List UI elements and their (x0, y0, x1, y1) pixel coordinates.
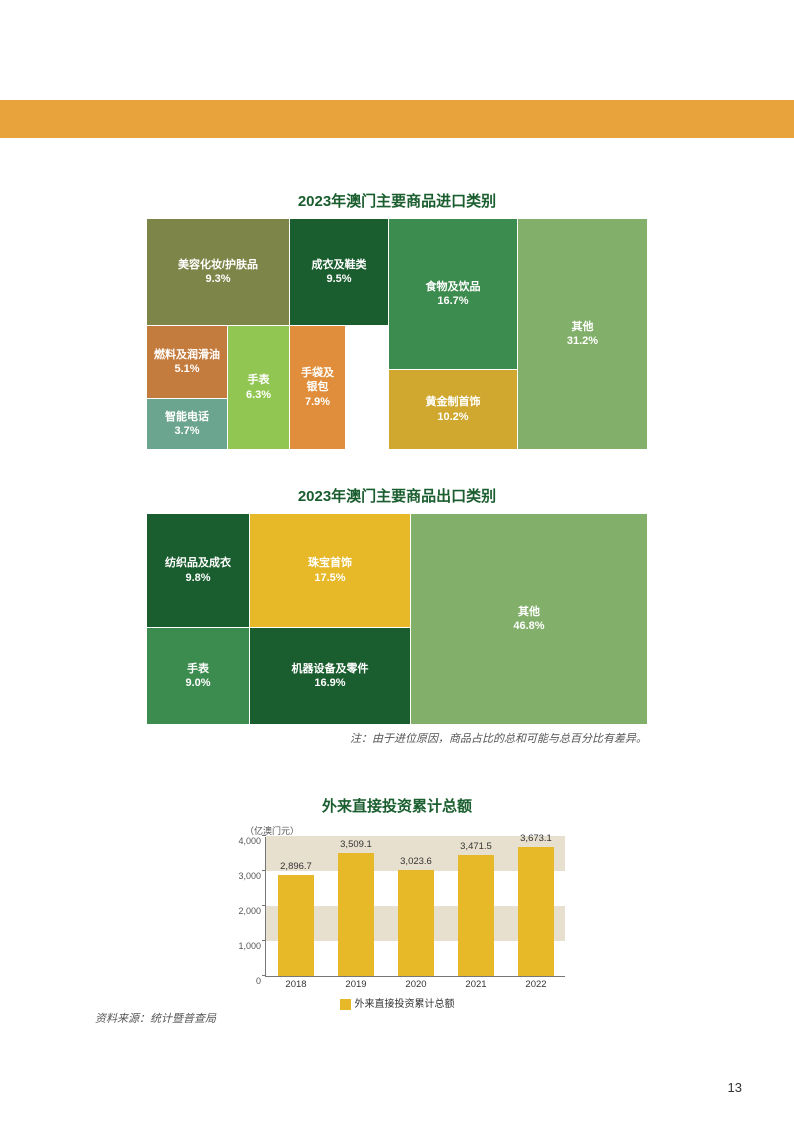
bar-value-label: 3,509.1 (340, 839, 372, 850)
xtick-label: 2018 (285, 979, 306, 990)
ytick-label: 1,000 (238, 941, 261, 951)
treemap-cell: 其他31.2% (518, 219, 647, 449)
cell-label: 其他 (572, 320, 594, 334)
cell-value: 6.3% (246, 388, 271, 402)
cell-value: 16.7% (437, 294, 468, 308)
ytick-label: 3,000 (238, 871, 261, 881)
barchart-section: 外来直接投资累计总额 （亿澳门元） 01,0002,0003,0004,0002… (0, 795, 794, 1010)
cell-value: 31.2% (567, 334, 598, 348)
cell-label: 黄金制首饰 (426, 395, 481, 409)
export-treemap: 纺织品及成衣9.8%珠宝首饰17.5%其他46.8%手表9.0%机器设备及零件1… (147, 514, 647, 724)
cell-label: 手表 (248, 373, 270, 387)
cell-value: 9.8% (185, 571, 210, 585)
cell-value: 5.1% (174, 362, 199, 376)
bar (458, 855, 494, 977)
cell-value: 3.7% (174, 424, 199, 438)
treemap-cell: 手表9.0% (147, 628, 249, 724)
cell-label: 珠宝首饰 (308, 556, 352, 570)
import-section: 2023年澳门主要商品进口类别 美容化妆/护肤品9.3%成衣及鞋类9.5%食物及… (0, 190, 794, 449)
cell-value: 9.5% (326, 272, 351, 286)
legend-label: 外来直接投资累计总额 (355, 999, 455, 1010)
cell-label: 纺织品及成衣 (165, 556, 231, 570)
note-text: 注：由于进位原因，商品占比的总和可能与总百分比有差异。 (147, 730, 647, 746)
cell-label: 手袋及银包 (301, 366, 334, 395)
treemap-cell: 燃料及润滑油5.1% (147, 326, 227, 398)
xtick-label: 2020 (405, 979, 426, 990)
treemap-cell: 手表6.3% (228, 326, 289, 449)
cell-label: 机器设备及零件 (292, 662, 369, 676)
treemap-cell: 智能电话3.7% (147, 399, 227, 449)
cell-label: 燃料及润滑油 (154, 348, 220, 362)
bar (338, 853, 374, 976)
ytick-mark (262, 975, 266, 976)
source-text: 资料来源：统计暨普查局 (95, 1010, 216, 1026)
xtick-label: 2021 (465, 979, 486, 990)
bar (398, 870, 434, 976)
import-title: 2023年澳门主要商品进口类别 (0, 190, 794, 211)
cell-value: 9.3% (205, 272, 230, 286)
cell-label: 成衣及鞋类 (312, 258, 367, 272)
treemap-cell: 手袋及银包7.9% (290, 326, 345, 449)
treemap-cell: 珠宝首饰17.5% (250, 514, 410, 627)
treemap-cell: 其他46.8% (411, 514, 647, 724)
treemap-cell: 机器设备及零件16.9% (250, 628, 410, 724)
ytick-mark (262, 905, 266, 906)
legend-swatch (340, 999, 351, 1010)
treemap-cell: 美容化妆/护肤品9.3% (147, 219, 289, 325)
cell-label: 手表 (187, 662, 209, 676)
export-section: 2023年澳门主要商品出口类别 纺织品及成衣9.8%珠宝首饰17.5%其他46.… (0, 485, 794, 746)
xtick-label: 2022 (525, 979, 546, 990)
xtick-label: 2019 (345, 979, 366, 990)
import-treemap: 美容化妆/护肤品9.3%成衣及鞋类9.5%食物及饮品16.7%其他31.2%燃料… (147, 219, 647, 449)
treemap-cell: 食物及饮品16.7% (389, 219, 517, 369)
cell-label: 食物及饮品 (426, 280, 481, 294)
header-bar (0, 100, 794, 138)
ytick-label: 2,000 (238, 906, 261, 916)
barchart-title: 外来直接投资累计总额 (0, 795, 794, 816)
ytick-mark (262, 870, 266, 871)
bar-value-label: 3,023.6 (400, 856, 432, 867)
treemap-cell: 成衣及鞋类9.5% (290, 219, 388, 325)
cell-value: 16.9% (314, 676, 345, 690)
ytick-label: 4,000 (238, 836, 261, 846)
cell-label: 智能电话 (165, 410, 209, 424)
page-number: 13 (728, 1080, 742, 1095)
bar (518, 847, 554, 976)
ytick-mark (262, 835, 266, 836)
treemap-cell: 黄金制首饰10.2% (389, 370, 517, 449)
treemap-cell: 纺织品及成衣9.8% (147, 514, 249, 627)
cell-label: 其他 (518, 605, 540, 619)
ytick-mark (262, 940, 266, 941)
bar-value-label: 3,471.5 (460, 841, 492, 852)
barchart-plot: 01,0002,0003,0004,0002,896.720183,509.12… (265, 837, 565, 977)
bar-value-label: 3,673.1 (520, 833, 552, 844)
cell-value: 7.9% (305, 395, 330, 409)
barchart-legend: 外来直接投资累计总额 (227, 995, 567, 1010)
cell-value: 9.0% (185, 676, 210, 690)
bar (278, 875, 314, 976)
ytick-label: 0 (256, 976, 261, 986)
export-title: 2023年澳门主要商品出口类别 (0, 485, 794, 506)
bar-value-label: 2,896.7 (280, 861, 312, 872)
cell-value: 46.8% (513, 619, 544, 633)
cell-value: 10.2% (437, 410, 468, 424)
cell-label: 美容化妆/护肤品 (178, 258, 258, 272)
cell-value: 17.5% (314, 571, 345, 585)
